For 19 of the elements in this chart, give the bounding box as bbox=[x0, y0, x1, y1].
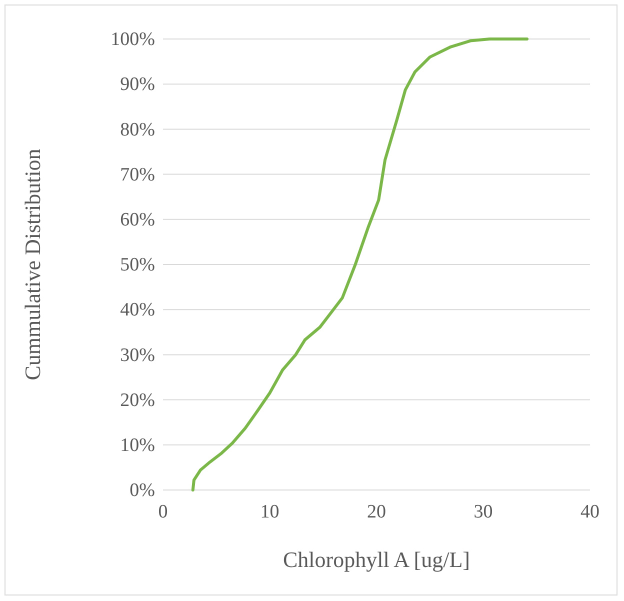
x-tick-label: 20 bbox=[367, 501, 386, 522]
y-tick-label: 20% bbox=[120, 390, 156, 411]
y-tick-label: 70% bbox=[120, 164, 156, 186]
y-tick-label: 40% bbox=[120, 300, 156, 321]
y-tick-label: 50% bbox=[120, 254, 156, 276]
y-axis-title: Cummulative Distribution bbox=[20, 148, 45, 380]
x-tick-label: 40 bbox=[580, 501, 600, 522]
x-tick-label: 0 bbox=[158, 501, 168, 522]
y-tick-label: 80% bbox=[120, 119, 156, 140]
line-series bbox=[191, 38, 529, 492]
y-tick-label: 30% bbox=[120, 344, 156, 366]
y-tick-label: 60% bbox=[120, 209, 156, 230]
x-tick-label: 30 bbox=[474, 501, 493, 522]
y-tick-label: 90% bbox=[120, 74, 156, 96]
x-tick-label: 10 bbox=[260, 501, 280, 522]
y-tick-label: 100% bbox=[110, 29, 156, 50]
x-axis-title: Chlorophyll A [ug/L] bbox=[283, 547, 470, 572]
y-tick-label: 10% bbox=[120, 434, 156, 456]
y-tick-label: 0% bbox=[130, 480, 156, 502]
